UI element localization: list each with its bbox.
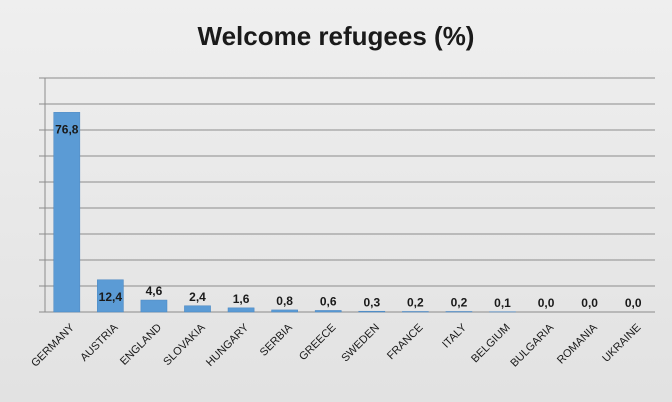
value-label: 12,4 [99,290,123,304]
x-tick-label: FRANCE [385,322,425,362]
x-tick-label: SLOVAKIA [161,321,208,368]
x-tick-label: SERBIA [258,321,295,358]
value-label: 0,8 [276,294,293,308]
x-tick-label: BELGIUM [469,322,512,365]
value-label: 0,2 [451,296,468,310]
value-label: 0,3 [363,295,380,309]
x-tick-label: UKRAINE [600,322,643,365]
value-label: 76,8 [55,122,79,136]
bar [314,310,342,313]
x-tick-label: SWEDEN [339,322,382,365]
bar [445,311,473,313]
bar [184,305,211,313]
x-tick-label: BULGARIA [508,321,556,369]
value-label: 0,0 [538,296,555,310]
bar [97,279,124,313]
x-tick-label: HUNGARY [204,321,252,369]
value-label: 2,4 [189,290,206,304]
x-tick-label: ROMANIA [555,321,600,366]
bar [271,309,298,313]
value-label: 0,6 [320,295,337,309]
value-label: 0,2 [407,296,424,310]
value-label: 0,0 [625,296,642,310]
x-tick-label: AUSTRIA [78,321,121,364]
value-label: 0,1 [494,296,511,310]
bar [53,112,81,313]
bar [358,310,386,313]
bar [402,311,429,313]
x-tick-label: GREECE [297,322,338,363]
value-label: 4,6 [146,284,163,298]
bar [140,299,168,313]
x-tick-label: ENGLAND [118,322,164,368]
x-tick-label: GERMANY [29,321,77,369]
bar [227,307,255,313]
x-tick-label: ITALY [440,321,469,350]
value-label: 1,6 [233,292,250,306]
value-label: 0,0 [581,296,598,310]
chart-title: Welcome refugees (%) [198,21,475,51]
